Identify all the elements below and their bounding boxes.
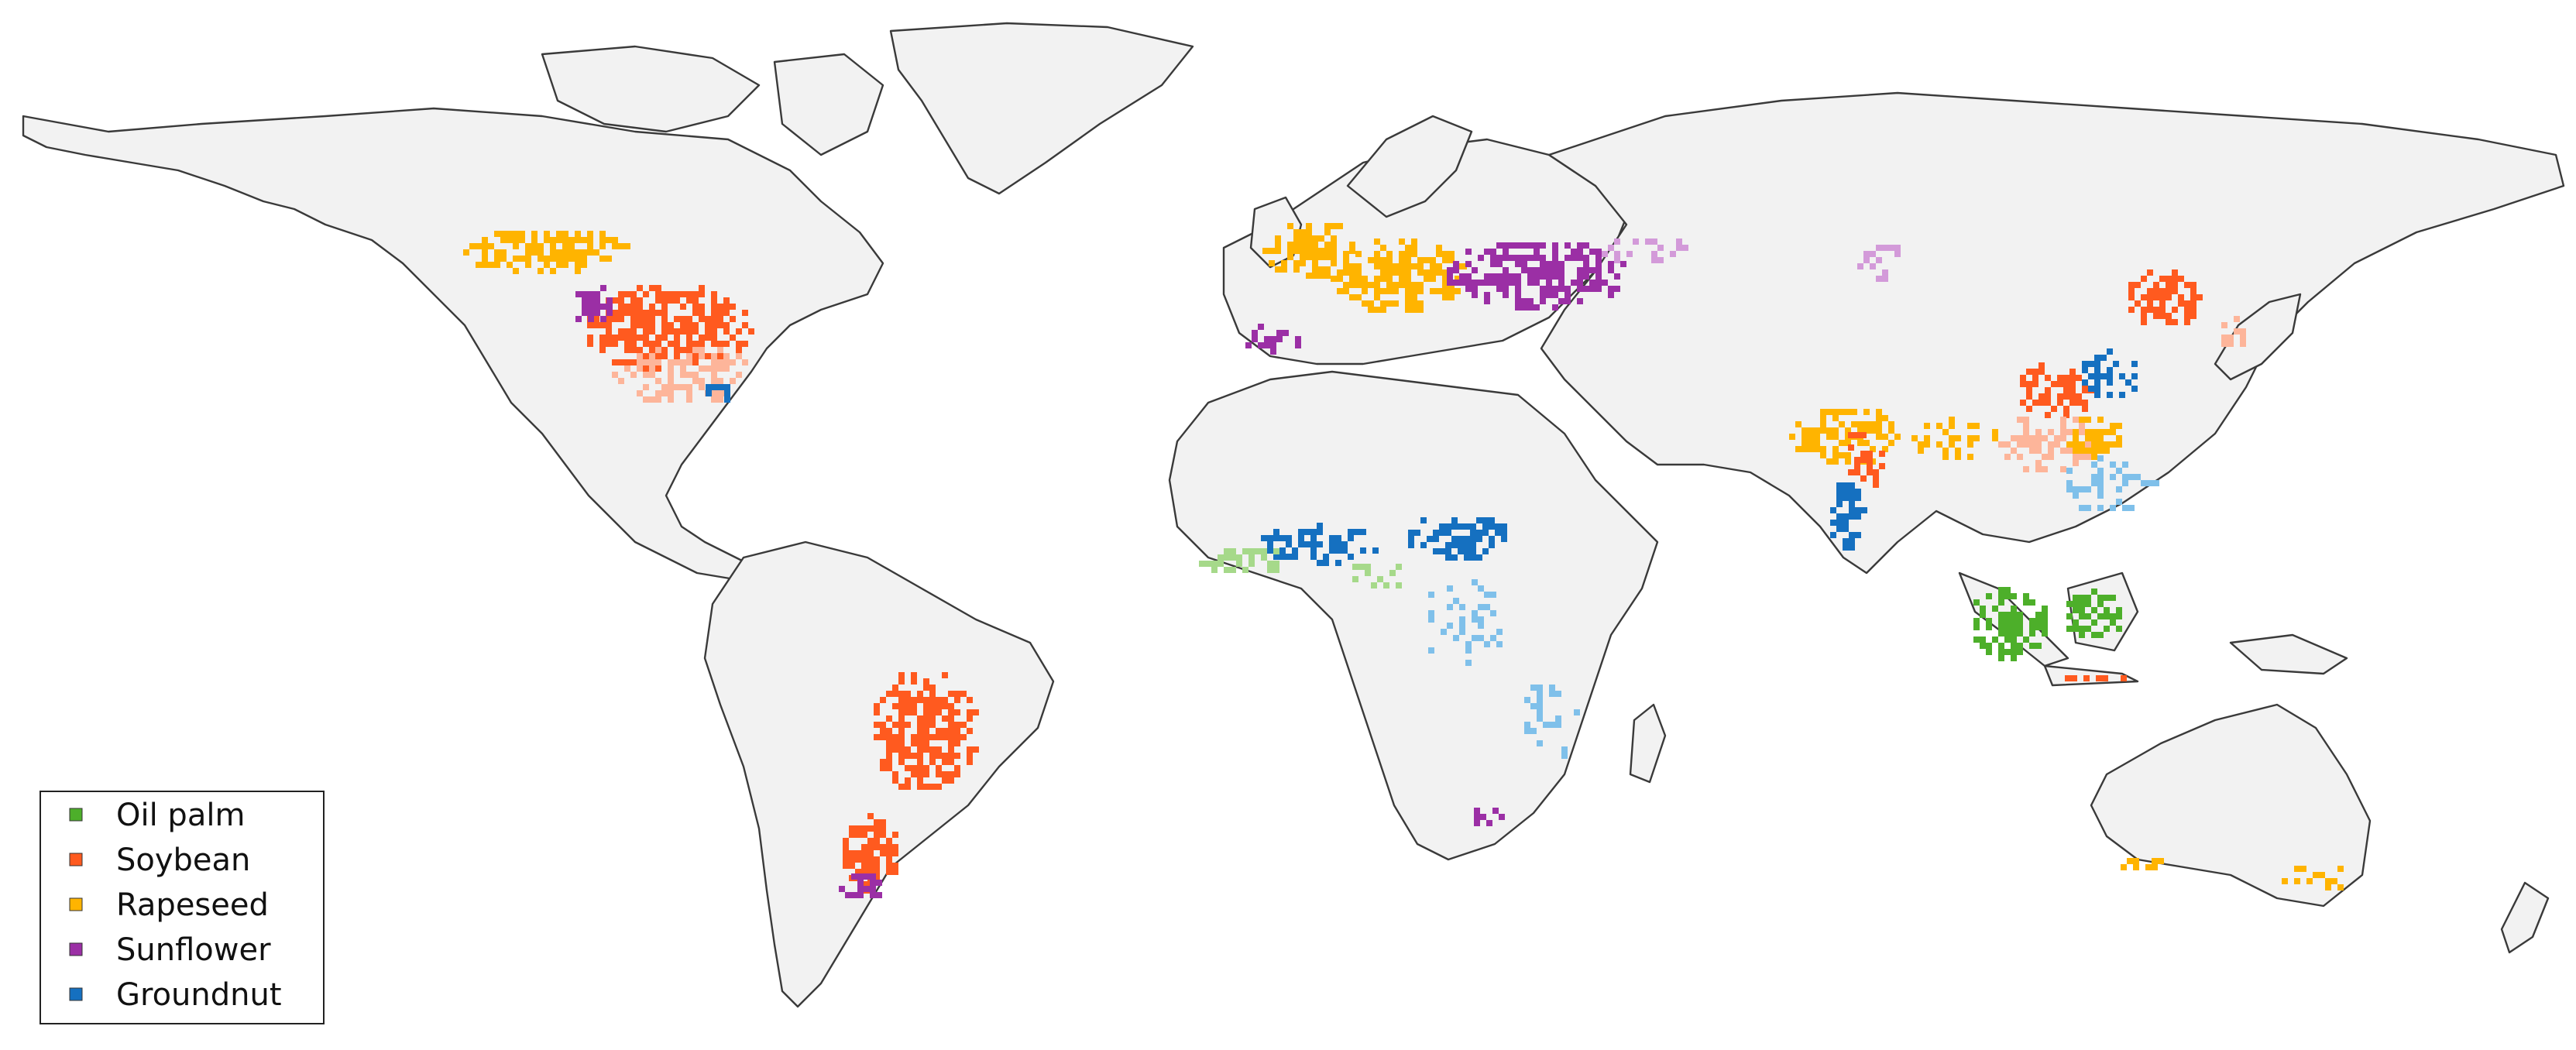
crop-region-rapeseed — [1331, 238, 1467, 313]
legend-swatch-oil-palm — [69, 808, 83, 822]
crop-region-groundnut — [1830, 482, 1867, 551]
crop-region-sunflower — [1245, 324, 1301, 355]
crop-region-sunflower — [1857, 245, 1901, 282]
crop-region-rapeseed — [2066, 417, 2122, 460]
crop-region-soybean — [843, 813, 898, 894]
crop-region-oil-palm — [1352, 564, 1402, 588]
land-scandinavia — [1346, 115, 1473, 218]
crop-region-soybean — [2065, 675, 2127, 681]
legend-box — [39, 791, 325, 1024]
land-asia — [1540, 91, 2565, 575]
crop-region-sunflower — [575, 285, 613, 322]
crop-region-soybean — [1998, 417, 2091, 472]
land-japan — [2214, 293, 2302, 381]
legend-label-rapeseed: Rapeseed — [116, 887, 269, 923]
legend-swatch-soybean — [69, 853, 83, 866]
land-greenland — [889, 22, 1194, 195]
legend-label-groundnut: Groundnut — [116, 977, 282, 1013]
crop-region-rapeseed — [463, 231, 630, 274]
crop-region-soybean — [2221, 316, 2246, 347]
crop-distribution — [463, 223, 2344, 898]
crop-region-soybean — [874, 672, 979, 790]
legend-swatch-groundnut — [69, 987, 83, 1001]
land-africa — [1168, 370, 1659, 861]
land-new-zealand — [2500, 881, 2550, 954]
land-madagascar — [1629, 703, 1667, 784]
legend: Oil palm Soybean Rapeseed Sunflower Groundnu… — [39, 791, 325, 1024]
legend-label-soybean: Soybean — [116, 842, 250, 878]
crop-region-sunflower — [1602, 238, 1688, 263]
crop-region-soybean — [1848, 432, 1885, 488]
crop-region-groundnut — [1261, 523, 1379, 566]
crop-region-groundnut — [1428, 579, 1503, 666]
crop-region-sunflower — [1474, 808, 1505, 826]
land-arctic-islands — [541, 45, 761, 133]
crop-region-soybean — [612, 347, 748, 403]
crop-region-sunflower — [839, 873, 882, 898]
crop-region-sunflower — [1447, 242, 1626, 311]
landmasses — [22, 22, 2565, 1008]
land-baffin — [773, 53, 884, 156]
crop-region-soybean — [587, 285, 754, 372]
crop-region-soybean — [2128, 269, 2203, 325]
legend-label-oil-palm: Oil palm — [116, 798, 245, 833]
legend-label-sunflower: Sunflower — [116, 932, 271, 968]
crop-region-groundnut — [1408, 517, 1507, 561]
crop-region-rapeseed — [2121, 858, 2164, 870]
crop-region-oil-palm — [2066, 588, 2122, 638]
crop-region-rapeseed — [1911, 417, 1998, 460]
crop-region-groundnut — [2082, 348, 2138, 398]
crop-region-groundnut — [706, 384, 730, 403]
crop-region-groundnut — [2066, 455, 2159, 511]
crop-region-oil-palm — [1973, 587, 2048, 661]
legend-swatch-rapeseed — [69, 897, 83, 911]
crop-region-rapeseed — [2282, 866, 2344, 890]
land-new-guinea — [2229, 633, 2348, 675]
legend-swatch-sunflower — [69, 942, 83, 956]
crop-region-oil-palm — [1199, 548, 1279, 573]
land-south-america — [703, 540, 1055, 1008]
crop-region-groundnut — [1524, 685, 1580, 759]
